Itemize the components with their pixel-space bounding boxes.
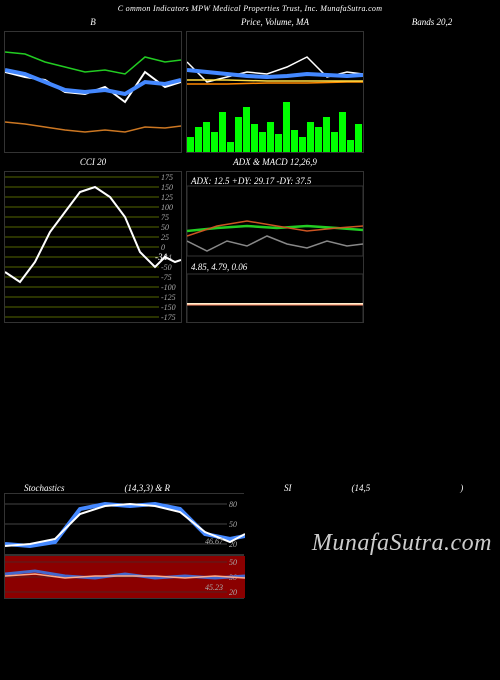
panel-adx-title: ADX & MACD 12,26,9 — [186, 157, 364, 169]
svg-text:50: 50 — [229, 520, 237, 529]
svg-text:ADX: 12.5 +DY: 29.17 -DY: 37.5: ADX: 12.5 +DY: 29.17 -DY: 37.5 — [190, 176, 312, 186]
si-close: ) — [460, 483, 463, 493]
svg-text:50: 50 — [229, 558, 237, 567]
svg-text:-150: -150 — [161, 303, 176, 312]
watermark: MunafaSutra.com — [312, 530, 492, 557]
svg-text:-125: -125 — [161, 293, 176, 302]
chart-adx-macd: ADX: 12.5 +DY: 29.17 -DY: 37.5 4.85, 4.79… — [187, 172, 363, 322]
panel-price: Price, Volume, MA — [186, 17, 364, 153]
si-title: SI — [284, 483, 292, 493]
svg-text:50: 50 — [161, 223, 169, 232]
svg-text:0: 0 — [161, 243, 165, 252]
chart-b — [5, 32, 181, 152]
svg-text:25: 25 — [161, 233, 169, 242]
row-1: B Price, Volume, MA Bands 20,2 — [0, 17, 500, 153]
svg-text:150: 150 — [161, 183, 173, 192]
svg-text:20: 20 — [229, 588, 237, 597]
chart-cci: 1751501251007550250-34-50-75-100-125-150… — [5, 172, 181, 322]
svg-text:-100: -100 — [161, 283, 176, 292]
stoch-params: (14,3,3) & R — [125, 483, 171, 493]
svg-text:-50: -50 — [161, 263, 172, 272]
stoch-title: Stochastics — [24, 483, 65, 493]
row-3-titles: Stochastics (14,3,3) & R SI (14,5 ) — [0, 483, 500, 493]
svg-text:175: 175 — [161, 173, 173, 182]
svg-text:-175: -175 — [161, 313, 176, 322]
header-center: ommon Indicators MPW Medical Properties … — [126, 4, 383, 13]
svg-text:75: 75 — [161, 213, 169, 222]
svg-text:100: 100 — [161, 203, 173, 212]
svg-text:45.23: 45.23 — [205, 583, 223, 592]
panel-b: B — [4, 17, 182, 153]
svg-text:4.85, 4.79, 0.06: 4.85, 4.79, 0.06 — [191, 262, 248, 272]
row-2: CCI 20 1751501251007550250-34-50-75-100-… — [0, 157, 500, 323]
panel-bands: Bands 20,2 — [368, 17, 496, 153]
chart-rsi: 50302045.23 — [5, 556, 245, 598]
panel-adx: ADX & MACD 12,26,9 ADX: 12.5 +DY: 29.17 … — [186, 157, 364, 323]
svg-text:46.67: 46.67 — [205, 537, 224, 546]
chart-price — [187, 32, 363, 152]
page-header: C ommon Indicators MPW Medical Propertie… — [0, 0, 500, 17]
panel-b-title: B — [4, 17, 182, 29]
svg-text:-34: -34 — [155, 252, 167, 262]
chart-stochastics: 80502046.67 — [5, 494, 245, 554]
svg-text:125: 125 — [161, 193, 173, 202]
panel-cci-title: CCI 20 — [4, 157, 182, 169]
header-left: C — [118, 4, 124, 13]
panel-cci: CCI 20 1751501251007550250-34-50-75-100-… — [4, 157, 182, 323]
si-params: (14,5 — [352, 483, 371, 493]
svg-text:-75: -75 — [161, 273, 172, 282]
svg-text:80: 80 — [229, 500, 237, 509]
panel-bands-title: Bands 20,2 — [368, 17, 496, 29]
panel-price-title: Price, Volume, MA — [186, 17, 364, 29]
